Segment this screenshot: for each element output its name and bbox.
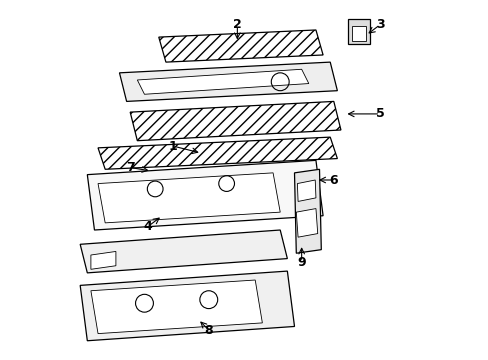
Text: 7: 7 xyxy=(125,161,134,174)
Text: 3: 3 xyxy=(375,18,384,31)
Text: 1: 1 xyxy=(168,140,177,153)
Text: 6: 6 xyxy=(329,174,337,186)
Text: 2: 2 xyxy=(232,18,241,31)
Polygon shape xyxy=(297,180,315,202)
Polygon shape xyxy=(98,137,337,169)
Polygon shape xyxy=(98,173,280,223)
Polygon shape xyxy=(294,169,321,253)
Polygon shape xyxy=(296,208,317,237)
Polygon shape xyxy=(91,280,262,334)
Polygon shape xyxy=(87,160,323,230)
Polygon shape xyxy=(91,251,116,269)
Polygon shape xyxy=(137,69,308,94)
Polygon shape xyxy=(351,26,365,41)
Polygon shape xyxy=(80,230,287,273)
Polygon shape xyxy=(119,62,337,102)
Text: 8: 8 xyxy=(204,324,213,337)
Text: 5: 5 xyxy=(375,107,384,120)
Polygon shape xyxy=(80,271,294,341)
Polygon shape xyxy=(159,30,323,62)
Polygon shape xyxy=(347,19,369,44)
Text: 4: 4 xyxy=(143,220,152,233)
Text: 9: 9 xyxy=(297,256,305,269)
Polygon shape xyxy=(130,102,340,141)
